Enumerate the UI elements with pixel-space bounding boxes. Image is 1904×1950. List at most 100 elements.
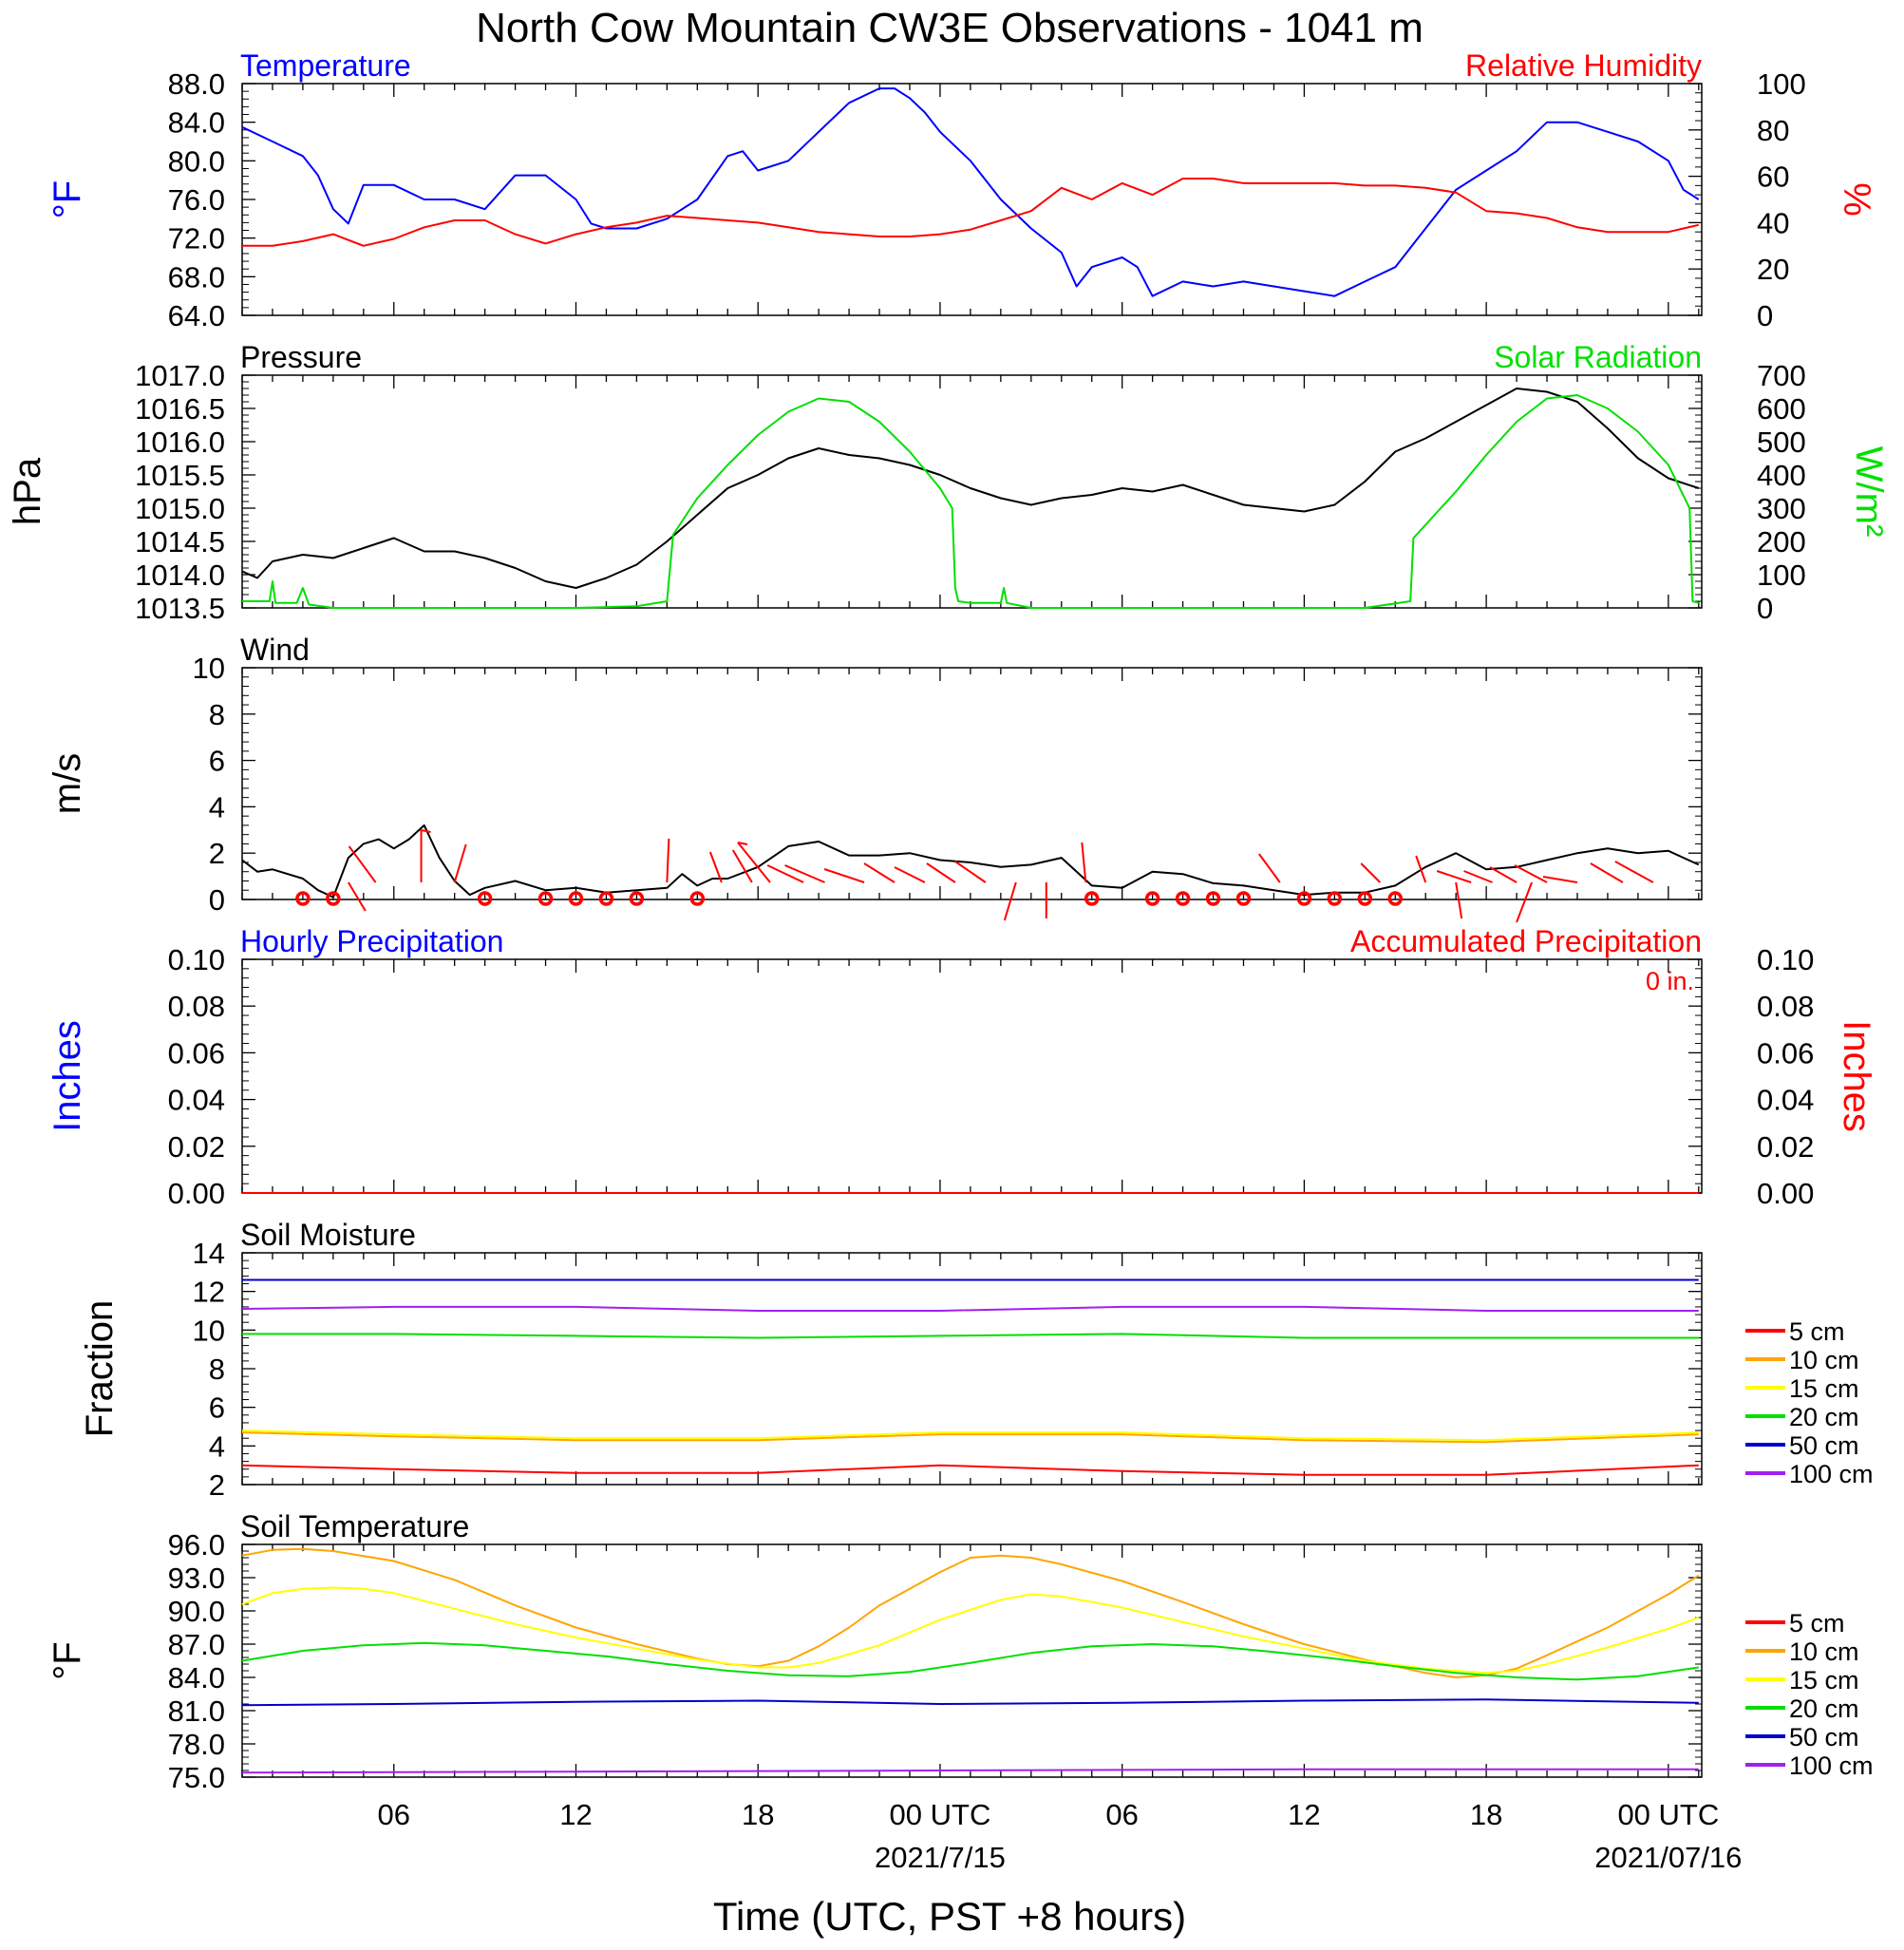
calm-wind-marker xyxy=(295,891,311,906)
y-left-tick-label: 72.0 xyxy=(168,222,225,256)
legend-label: 50 cm xyxy=(1789,1431,1859,1460)
calm-wind-marker xyxy=(1357,891,1373,906)
y-left-tick-label: 6 xyxy=(209,745,225,778)
wind-barb xyxy=(863,862,895,883)
y-left-tick-label: 78.0 xyxy=(168,1728,225,1761)
series-line-temperature xyxy=(241,87,1700,297)
y-right-tick-label: 0 xyxy=(1757,592,1773,625)
y-right-tick-label: 0 xyxy=(1757,299,1773,332)
y-right-tick-label: 0.10 xyxy=(1757,943,1814,976)
y-left-tick-label: 87.0 xyxy=(168,1628,225,1661)
wind-barb xyxy=(926,862,956,883)
y-right-tick-label: 200 xyxy=(1757,525,1806,558)
y-right-tick-label: 40 xyxy=(1757,206,1789,239)
calm-wind-marker xyxy=(537,891,554,906)
y-right-tick-label: 300 xyxy=(1757,492,1806,525)
calm-wind-marker xyxy=(629,891,645,906)
y-left-tick-label: 0.00 xyxy=(168,1177,225,1210)
y-left-tick-label: 0.08 xyxy=(168,990,225,1023)
plot-frame xyxy=(241,1543,1703,1778)
wind-barb xyxy=(1258,853,1281,883)
series-line-relative-humidity xyxy=(242,178,1700,247)
x-tick-label: 06 xyxy=(378,1798,410,1831)
y-left-tick-label: 1014.5 xyxy=(135,525,225,558)
y-axis-label-right: % xyxy=(1836,182,1877,217)
plot-frame xyxy=(241,667,1703,900)
y-axis-label-left: °F xyxy=(47,180,88,218)
panel-3 xyxy=(241,958,1703,1194)
panel-title-left: Soil Moisture xyxy=(240,1218,416,1252)
y-left-tick-label: 76.0 xyxy=(168,183,225,217)
panel-title-left: Pressure xyxy=(240,340,362,374)
calm-wind-marker xyxy=(689,891,706,906)
y-left-tick-label: 1013.5 xyxy=(135,592,225,625)
panel-2 xyxy=(241,667,1703,923)
wind-barb xyxy=(348,845,377,883)
series-line-10-cm xyxy=(241,1431,1699,1444)
calm-wind-marker xyxy=(568,891,584,906)
y-left-tick-label: 10 xyxy=(193,652,225,685)
panel-title-right: Relative Humidity xyxy=(1465,48,1702,83)
wind-barb xyxy=(823,868,865,883)
calm-wind-marker xyxy=(1144,891,1160,906)
y-right-tick-label: 0.04 xyxy=(1757,1084,1814,1117)
y-left-tick-label: 14 xyxy=(193,1237,225,1270)
y-right-tick-label: 600 xyxy=(1757,392,1806,426)
y-left-tick-label: 12 xyxy=(193,1276,225,1309)
legend-label: 10 cm xyxy=(1789,1346,1859,1374)
series-line-100-cm xyxy=(241,1768,1699,1774)
wind-barb xyxy=(1415,855,1427,883)
series-line-15-cm xyxy=(241,1586,1700,1675)
y-axis-label-left: Inches xyxy=(47,1020,88,1132)
y-right-tick-label: 100 xyxy=(1757,558,1806,592)
legend-label: 50 cm xyxy=(1789,1723,1859,1751)
legend-label: 15 cm xyxy=(1789,1666,1859,1694)
y-right-tick-label: 700 xyxy=(1757,359,1806,392)
wind-barb xyxy=(766,864,804,883)
calm-wind-marker xyxy=(1327,891,1343,906)
legend-label: 20 cm xyxy=(1789,1694,1859,1723)
y-left-tick-label: 4 xyxy=(209,790,225,824)
plot-frame xyxy=(241,1252,1703,1486)
panel-0 xyxy=(241,83,1703,316)
y-left-tick-label: 90.0 xyxy=(168,1595,225,1628)
y-left-tick-label: 88.0 xyxy=(168,67,225,101)
wind-barb xyxy=(894,866,926,883)
legend-label: 20 cm xyxy=(1789,1403,1859,1431)
wind-barb xyxy=(1542,876,1578,883)
calm-wind-marker xyxy=(326,891,341,906)
legend-label: 100 cm xyxy=(1789,1460,1874,1488)
legend-label: 15 cm xyxy=(1789,1374,1859,1403)
y-left-tick-label: 0.04 xyxy=(168,1084,225,1117)
y-left-tick-label: 81.0 xyxy=(168,1694,225,1728)
y-left-tick-label: 2 xyxy=(209,837,225,870)
panel-title-left: Hourly Precipitation xyxy=(240,924,503,958)
wind-barb xyxy=(731,849,753,883)
wind-barb xyxy=(1463,870,1493,883)
wind-barb xyxy=(784,864,825,883)
wind-barb xyxy=(737,842,771,883)
legend-label: 100 cm xyxy=(1789,1751,1874,1780)
panel-title-left: Temperature xyxy=(240,48,411,83)
series-line-20-cm xyxy=(242,1333,1699,1339)
series-line-wind xyxy=(241,824,1700,899)
wind-barb-flag xyxy=(737,842,748,845)
y-axis-label-left: m/s xyxy=(47,753,88,814)
wind-barb-flag xyxy=(421,829,431,833)
y-axis-label-right: Inches xyxy=(1836,1020,1877,1132)
legend-label: 5 cm xyxy=(1789,1317,1845,1346)
panel-5 xyxy=(241,1543,1785,1778)
calm-wind-marker xyxy=(598,891,614,906)
panel-title-right: Solar Radiation xyxy=(1494,340,1702,374)
y-axis-label-left: hPa xyxy=(7,457,48,525)
y-left-tick-label: 2 xyxy=(209,1468,225,1502)
y-left-tick-label: 8 xyxy=(209,1353,225,1386)
calm-wind-marker xyxy=(1235,891,1252,906)
panel-1 xyxy=(241,374,1703,609)
series-line-15-cm xyxy=(241,1429,1699,1442)
y-left-tick-label: 84.0 xyxy=(168,1661,225,1694)
y-left-tick-label: 1017.0 xyxy=(135,359,225,392)
y-right-tick-label: 400 xyxy=(1757,459,1806,492)
x-tick-label: 12 xyxy=(1288,1798,1320,1831)
